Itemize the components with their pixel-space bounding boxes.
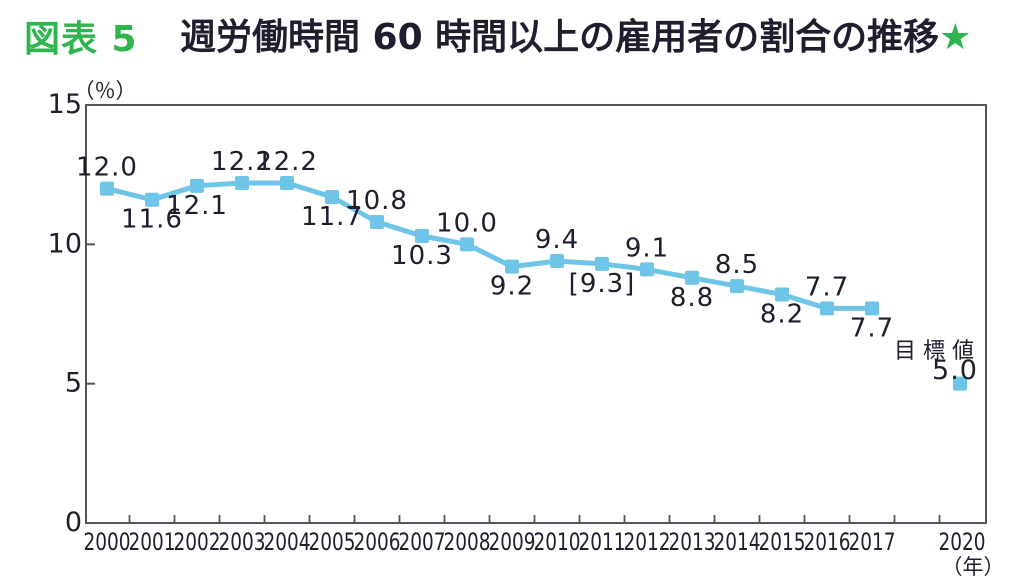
data-point-label: 8.8 [670, 283, 714, 313]
x-axis-tick-label: 2008 [444, 528, 491, 556]
data-point-label: 8.2 [760, 299, 804, 329]
data-point-marker [190, 178, 204, 193]
target-value-label: 5.0 [932, 355, 978, 386]
data-point-marker [595, 256, 609, 271]
data-point-label: 10.3 [391, 241, 453, 271]
data-point-marker [550, 254, 564, 269]
data-point-marker [235, 176, 249, 191]
data-point-label: 9.4 [535, 225, 579, 255]
x-axis-tick-label: 2010 [534, 528, 581, 556]
data-point-label: 10.8 [346, 186, 408, 216]
x-axis-tick-label: 2009 [489, 528, 536, 556]
x-axis-tick-label: 2020 [939, 528, 986, 556]
figure-number-label: 図表 5 [24, 19, 138, 60]
data-point-marker [280, 176, 294, 191]
data-point-marker [685, 270, 699, 285]
data-point-marker [730, 279, 744, 294]
data-point-label: 11.6 [121, 205, 183, 235]
data-point-label: 8.5 [715, 250, 759, 280]
target-point-marker [953, 376, 967, 391]
x-axis-tick-label: 2003 [219, 528, 266, 556]
y-axis-tick-label: 0 [65, 507, 82, 538]
y-axis-tick-label: 10 [48, 228, 82, 259]
data-point-marker [640, 262, 654, 277]
title-text: 週労働時間 60 時間以上の雇用者の割合の推移 [180, 17, 940, 58]
data-point-label: 7.7 [805, 272, 849, 302]
x-axis-tick-label: 2000 [84, 528, 131, 556]
data-point-marker [775, 287, 789, 302]
target-label: 目標値 [894, 339, 981, 364]
x-axis-tick-label: 2001 [129, 528, 176, 556]
page-title: 週労働時間 60 時間以上の雇用者の割合の推移★ [180, 8, 971, 60]
data-point-label: 9.1 [625, 233, 669, 263]
x-axis-tick-label: 2012 [624, 528, 671, 556]
x-axis-tick-label: 2011 [579, 528, 626, 556]
y-unit-label: （％） [74, 79, 137, 103]
data-point-label: 12.1 [166, 191, 228, 221]
x-axis-tick-label: 2015 [759, 528, 806, 556]
data-point-marker [460, 237, 474, 252]
data-point-marker [325, 189, 339, 204]
x-axis-tick-label: 2017 [849, 528, 896, 556]
data-point-marker [415, 228, 429, 243]
x-axis-tick-label: 2002 [174, 528, 221, 556]
data-point-label: 11.7 [301, 202, 363, 232]
star-icon: ★ [939, 17, 972, 58]
plot-border [85, 104, 987, 524]
x-axis-tick-label: 2016 [804, 528, 851, 556]
data-point-marker [145, 192, 159, 207]
data-point-label: [9.3] [569, 269, 636, 299]
data-point-label: 10.0 [436, 208, 498, 238]
y-axis-tick-label: 15 [48, 89, 82, 120]
x-unit-label: （年） [942, 555, 1005, 579]
x-axis-tick-label: 2013 [669, 528, 716, 556]
x-axis-tick-label: 2006 [354, 528, 401, 556]
trend-line [104, 180, 875, 311]
data-point-marker [865, 301, 879, 316]
data-point-marker [820, 301, 834, 316]
x-axis-tick-label: 2007 [399, 528, 446, 556]
data-point-marker [370, 215, 384, 230]
y-axis-tick-label: 5 [65, 368, 82, 399]
data-point-label: 12.2 [211, 147, 273, 177]
data-point-marker [100, 181, 114, 196]
x-axis-tick-label: 2005 [309, 528, 356, 556]
data-point-marker [505, 259, 519, 274]
x-axis-tick-label: 2004 [264, 528, 311, 556]
data-point-label: 12.0 [76, 153, 138, 183]
data-point-label: 9.2 [490, 272, 534, 302]
x-axis-tick-label: 2014 [714, 528, 761, 556]
data-point-label: 7.7 [850, 313, 894, 343]
data-point-label: 12.2 [256, 147, 318, 177]
